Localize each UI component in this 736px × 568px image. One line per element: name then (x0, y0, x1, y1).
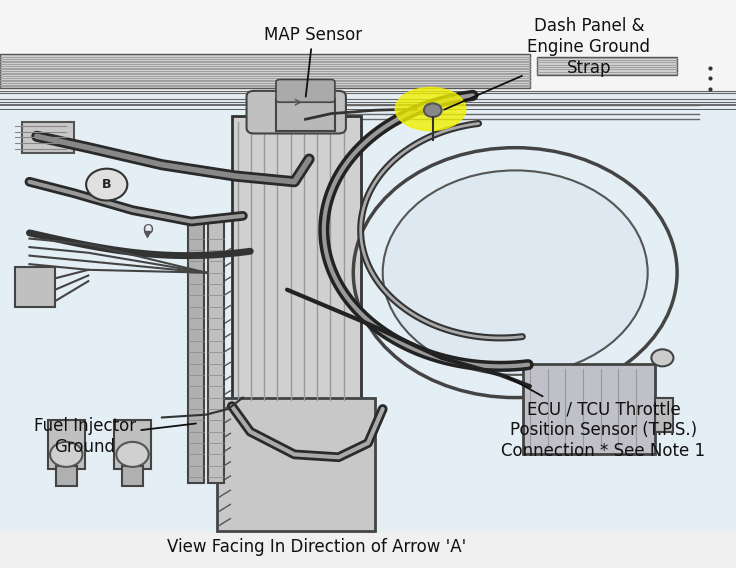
Bar (523, 364, 655, 454)
Bar (114, 420, 151, 469)
Ellipse shape (395, 87, 466, 131)
FancyBboxPatch shape (247, 91, 346, 133)
Text: B: B (102, 178, 111, 191)
Text: MAP Sensor: MAP Sensor (263, 26, 362, 97)
Bar (217, 398, 375, 531)
Bar (0, 54, 530, 88)
Text: Dash Panel &
Engine Ground
Strap: Dash Panel & Engine Ground Strap (444, 17, 651, 110)
Circle shape (383, 170, 648, 375)
Bar (232, 116, 361, 406)
Bar (56, 466, 77, 486)
Circle shape (280, 90, 312, 115)
Bar (276, 99, 335, 131)
Bar (122, 466, 143, 486)
Bar (22, 122, 74, 153)
Bar (655, 398, 673, 432)
Text: View Facing In Direction of Arrow 'A': View Facing In Direction of Arrow 'A' (167, 537, 466, 556)
Text: Fuel Injector
Ground: Fuel Injector Ground (34, 417, 196, 456)
Bar (188, 222, 204, 483)
Bar (537, 57, 677, 75)
Bar (48, 420, 85, 469)
Circle shape (86, 169, 127, 201)
Circle shape (424, 103, 442, 117)
Bar (15, 267, 55, 307)
Text: O: O (142, 223, 152, 237)
Circle shape (116, 442, 149, 467)
Bar (0, 0, 736, 91)
FancyBboxPatch shape (276, 80, 335, 102)
Circle shape (50, 442, 82, 467)
Bar (0, 34, 736, 531)
Bar (208, 222, 224, 483)
Circle shape (651, 349, 673, 366)
Text: ECU / TCU Throttle
Position Sensor (T.P.S.)
Connection * See Note 1: ECU / TCU Throttle Position Sensor (T.P.… (501, 376, 706, 460)
